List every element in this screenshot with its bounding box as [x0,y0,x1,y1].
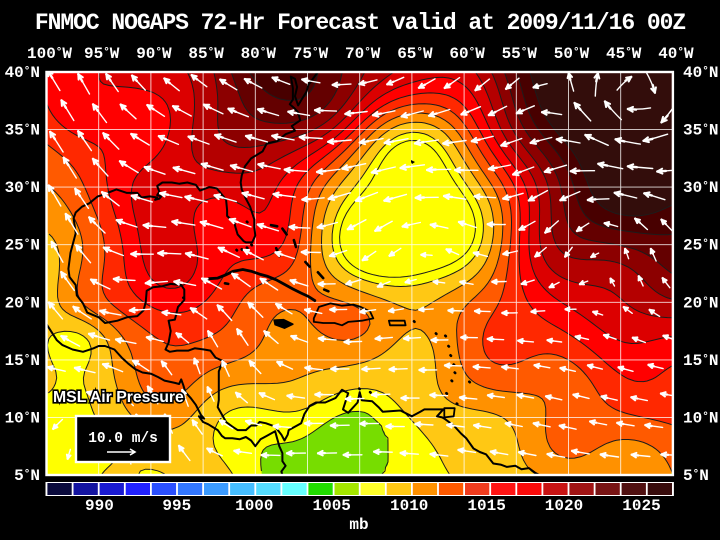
svg-text:100°W: 100°W [27,45,72,63]
svg-text:90°W: 90°W [136,45,172,63]
svg-text:45°W: 45°W [606,45,642,63]
svg-text:95°W: 95°W [84,45,120,63]
svg-text:25°N: 25°N [5,237,40,255]
svg-text:30°N: 30°N [5,179,40,197]
svg-text:65°W: 65°W [397,45,433,63]
svg-text:25°N: 25°N [683,237,718,255]
svg-text:80°W: 80°W [241,45,277,63]
svg-text:20°N: 20°N [5,294,40,312]
svg-text:10.0 m/s: 10.0 m/s [88,431,158,447]
svg-text:85°W: 85°W [188,45,224,63]
svg-text:mb: mb [349,516,368,534]
svg-text:1000: 1000 [235,497,273,515]
svg-text:1020: 1020 [545,497,583,515]
svg-text:70°W: 70°W [345,45,381,63]
svg-text:50°W: 50°W [554,45,590,63]
svg-text:FNMOC NOGAPS 72-Hr Forecast va: FNMOC NOGAPS 72-Hr Forecast valid at 200… [35,10,686,36]
svg-text:10°N: 10°N [5,409,40,427]
svg-text:5°N: 5°N [14,467,40,485]
svg-text:30°N: 30°N [683,179,718,197]
svg-text:75°W: 75°W [293,45,329,63]
svg-text:40°N: 40°N [683,64,718,82]
svg-text:35°N: 35°N [5,122,40,140]
svg-text:60°W: 60°W [449,45,485,63]
svg-text:MSL Air Pressure: MSL Air Pressure [53,389,184,406]
svg-text:15°N: 15°N [683,352,718,370]
svg-text:40°N: 40°N [5,64,40,82]
svg-text:40°W: 40°W [658,45,694,63]
svg-text:55°W: 55°W [502,45,538,63]
svg-text:10°N: 10°N [683,409,718,427]
svg-text:35°N: 35°N [683,122,718,140]
svg-text:990: 990 [85,497,114,515]
svg-text:1025: 1025 [622,497,660,515]
svg-text:20°N: 20°N [683,294,718,312]
svg-text:15°N: 15°N [5,352,40,370]
svg-text:1005: 1005 [312,497,350,515]
svg-text:5°N: 5°N [683,467,709,485]
svg-text:1010: 1010 [390,497,428,515]
svg-text:1015: 1015 [467,497,505,515]
svg-text:995: 995 [162,497,191,515]
